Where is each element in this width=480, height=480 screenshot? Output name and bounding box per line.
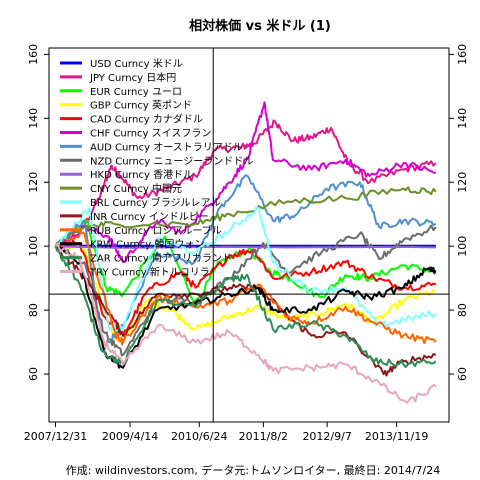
y-tick-label-left-4: 140 bbox=[27, 108, 40, 129]
legend-label-12: RUB Curncy ロシアルーブル bbox=[90, 224, 222, 237]
series-line-4 bbox=[54, 239, 437, 337]
series-line-14 bbox=[54, 245, 437, 368]
series-line-2 bbox=[55, 219, 437, 305]
x-tick-label-1: 2009/4/14 bbox=[102, 430, 158, 443]
y-tick-label-right-2: 100 bbox=[456, 236, 469, 257]
y-tick-label-right-3: 120 bbox=[456, 172, 469, 193]
y-tick-label-right-4: 140 bbox=[456, 108, 469, 129]
y-tick-label-right-1: 80 bbox=[456, 303, 469, 317]
plot-frame bbox=[48, 47, 450, 423]
y-tick-label-left-1: 80 bbox=[27, 303, 40, 317]
legend-label-1: JPY Curncy 日本円 bbox=[89, 71, 176, 84]
y-tick-label-left-3: 120 bbox=[27, 172, 40, 193]
y-tick-label-right-5: 160 bbox=[456, 44, 469, 65]
legend-label-5: CHF Curncy スイスフラン bbox=[90, 128, 211, 140]
series-line-10 bbox=[54, 206, 437, 334]
series-line-15 bbox=[54, 242, 437, 404]
legend-label-8: HKD Curncy 香港ドル bbox=[90, 169, 193, 181]
x-tick-label-5: 2013/11/19 bbox=[365, 430, 428, 443]
series-line-6 bbox=[54, 174, 437, 351]
legend-label-0: USD Curncy 米ドル bbox=[90, 57, 183, 70]
plot-area: 60 60 80 80 100 100 120 120 140 140 160 160 2007/12/… bbox=[24, 44, 469, 443]
x-tick-label-0: 2007/12/31 bbox=[24, 430, 87, 443]
x-tick-label-2: 2010/6/24 bbox=[171, 430, 227, 443]
y-tick-label-left-5: 160 bbox=[27, 44, 40, 65]
series-line-11 bbox=[55, 245, 437, 377]
legend-label-6: AUD Curncy オーストラリアドル bbox=[90, 141, 243, 153]
legend-label-7: NZD Curncy ニュージーランドドル bbox=[90, 155, 253, 167]
legend-label-10: BRL Curncy ブラジルレアル bbox=[90, 196, 220, 209]
series-line-7 bbox=[54, 224, 437, 357]
legend-label-9: CNY Curncy 中国元 bbox=[90, 182, 182, 195]
series-line-5 bbox=[55, 101, 436, 264]
series-line-9 bbox=[54, 186, 437, 247]
y-tick-label-right-0: 60 bbox=[456, 367, 469, 381]
chart-caption: 作成: wildinvestors.com, データ元:トムソンロイター, 最終… bbox=[66, 463, 440, 477]
legend-label-13: KRW Curncy 韓国ウォン bbox=[90, 239, 204, 251]
legend-label-11: INR Curncy インドルピー bbox=[90, 211, 209, 223]
x-tick-label-3: 2011/8/2 bbox=[239, 430, 288, 443]
legend-label-2: EUR Curncy ユーロ bbox=[90, 87, 182, 98]
y-tick-label-left-2: 100 bbox=[27, 236, 40, 257]
x-tick-label-4: 2012/9/7 bbox=[302, 430, 351, 443]
series-line-8 bbox=[55, 245, 436, 249]
legend-label-3: GBP Curncy 英ポンド bbox=[90, 99, 192, 112]
chart-title: 相対株価 vs 米ドル (1) bbox=[189, 18, 331, 34]
legend-label-14: ZAR Curncy 南アフリカランド bbox=[90, 252, 232, 265]
legend-label-15: TRY Curncy 新トルコリラ bbox=[89, 266, 210, 279]
y-tick-label-left-0: 60 bbox=[27, 367, 40, 381]
legend-label-4: CAD Curncy カナダドル bbox=[90, 113, 203, 126]
